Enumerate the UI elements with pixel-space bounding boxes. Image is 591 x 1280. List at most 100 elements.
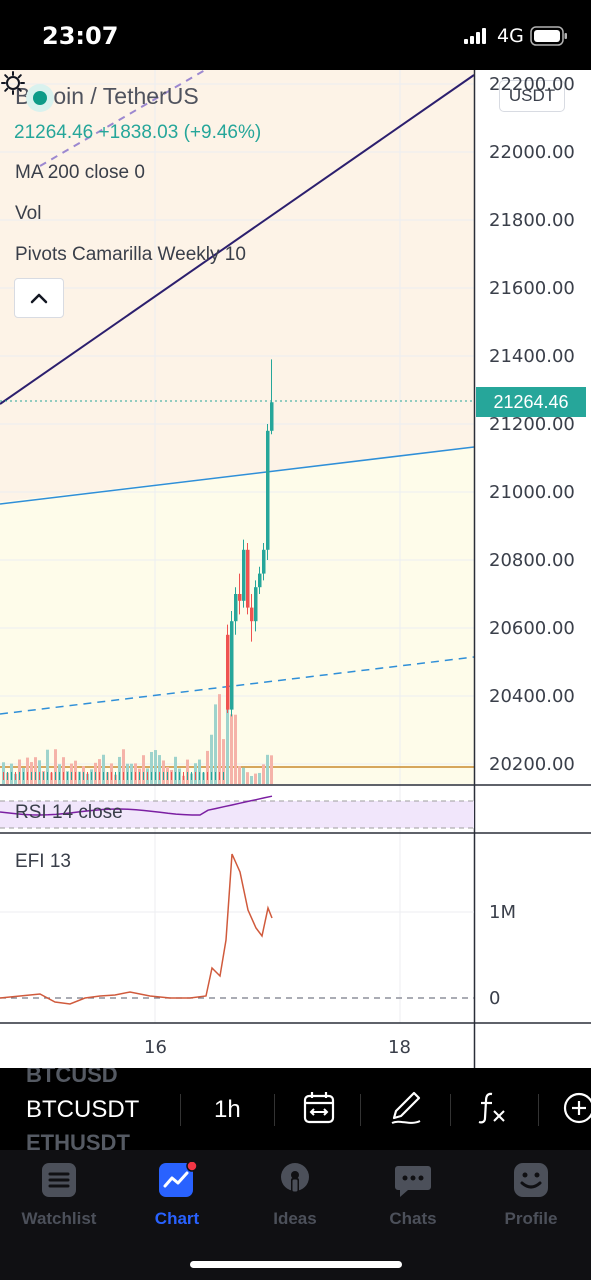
candle-body <box>246 549 250 608</box>
volume-bar <box>218 694 221 784</box>
network-type: 4G <box>497 25 524 47</box>
toolbar-divider <box>538 1094 539 1126</box>
toolbar-divider <box>450 1094 451 1126</box>
volume-bar <box>98 759 101 784</box>
volume-bar <box>270 755 273 784</box>
volume-bar <box>158 755 161 784</box>
candle-body <box>238 594 242 601</box>
current-price-tag: 21264.46 <box>476 387 586 417</box>
volume-bar <box>186 759 189 784</box>
symbol-title[interactable]: Bitcoin / TetherUS <box>15 83 199 112</box>
price-axis-label: 21000.00 <box>489 482 575 503</box>
symbol-picker-prev[interactable]: BTCUSD <box>26 1068 118 1087</box>
volume-bar <box>62 757 65 784</box>
trend-line-solid <box>0 74 475 405</box>
status-time: 23:07 <box>42 22 119 50</box>
time-axis-label: 18 <box>388 1037 411 1058</box>
price-axis-label: 21600.00 <box>489 278 575 299</box>
volume-bar <box>34 757 37 784</box>
symbol-picker[interactable]: BTCUSDT <box>26 1096 140 1123</box>
battery-icon <box>530 26 567 46</box>
indicator-vol[interactable]: Vol <box>15 203 42 224</box>
candle-body <box>258 573 262 588</box>
volume-bar <box>118 756 121 784</box>
tab-chats[interactable]: Chats <box>354 1162 472 1229</box>
candle-body <box>234 594 238 622</box>
fx-indicator-icon[interactable] <box>476 1088 510 1128</box>
rsi-line <box>0 795 273 816</box>
price-change: 21264.46 +1838.03 (+9.46%) <box>14 122 262 143</box>
tab-profile[interactable]: Profile <box>472 1162 590 1229</box>
tab-label: Profile <box>504 1209 558 1228</box>
volume-bar <box>214 704 217 784</box>
volume-bar <box>154 750 157 784</box>
efi-axis-label: 0 <box>489 988 501 1009</box>
rsi-label[interactable]: RSI 14 close <box>15 802 123 823</box>
tab-chart[interactable]: Chart <box>118 1160 236 1229</box>
volume-bar <box>222 739 225 784</box>
price-axis-label: 20800.00 <box>489 550 575 571</box>
volume-bar <box>54 749 57 784</box>
volume-bar <box>122 749 125 784</box>
price-axis-label: 20400.00 <box>489 686 575 707</box>
profile-icon <box>514 1163 548 1197</box>
add-icon[interactable] <box>562 1088 591 1128</box>
volume-bar <box>266 754 269 784</box>
price-axis-label: 21400.00 <box>489 346 575 367</box>
volume-bar <box>210 734 213 784</box>
tab-bar: Watchlist Chart Ideas Chats <box>0 1150 591 1280</box>
currency-button[interactable]: USDT <box>499 80 565 112</box>
volume-bar <box>262 764 265 784</box>
candle-body <box>270 402 274 431</box>
volume-bar <box>46 749 49 784</box>
volume-bar <box>206 750 209 784</box>
calendar-range-icon[interactable] <box>302 1088 338 1128</box>
volume-bar <box>18 759 21 784</box>
candle-body <box>262 549 266 574</box>
candlesticks <box>3 359 274 780</box>
volume-bar <box>250 775 253 784</box>
indicator-pivots[interactable]: Pivots Camarilla Weekly 10 <box>15 244 246 265</box>
toolbar-divider <box>274 1094 275 1126</box>
watchlist-icon <box>42 1163 76 1197</box>
efi-axis-label: 1M <box>489 902 516 923</box>
candle-body <box>254 587 258 622</box>
candle-body <box>226 634 230 710</box>
indicator-ma[interactable]: MA 200 close 0 <box>15 162 145 183</box>
volume-bar <box>242 767 245 784</box>
toolbar-divider <box>180 1094 181 1126</box>
price-chart[interactable] <box>0 70 591 1068</box>
volume-bar <box>234 714 237 784</box>
chart-area[interactable]: Bitcoin / TetherUS 21264.46 +1838.03 (+9… <box>0 70 591 1068</box>
tab-label: Watchlist <box>21 1209 97 1228</box>
tab-label: Ideas <box>273 1209 317 1228</box>
collapse-legend-button[interactable] <box>14 278 64 318</box>
volume-bar <box>230 714 233 784</box>
symbol-picker-next[interactable]: ETHUSDT <box>26 1130 130 1150</box>
pencil-icon[interactable] <box>388 1088 424 1128</box>
price-axis-label: 20600.00 <box>489 618 575 639</box>
settings-gear-icon[interactable] <box>0 70 26 96</box>
tab-label: Chart <box>154 1209 200 1228</box>
tab-watchlist[interactable]: Watchlist <box>0 1162 118 1229</box>
horizontal-grid <box>0 83 474 765</box>
candle-body <box>242 549 246 601</box>
tab-ideas[interactable]: Ideas <box>236 1162 354 1229</box>
efi-label[interactable]: EFI 13 <box>15 851 71 872</box>
price-axis-label: 21800.00 <box>489 210 575 231</box>
price-axis-label: 22200.00 <box>489 74 575 95</box>
volume-bar <box>254 773 257 784</box>
time-axis-label: 16 <box>144 1037 167 1058</box>
trend-line-dashed <box>39 70 206 167</box>
pivot-line-s-dashed <box>0 656 475 715</box>
volume-bar <box>246 772 249 784</box>
interval-button[interactable]: 1h <box>214 1096 241 1123</box>
pivot-zone-upper <box>0 70 474 502</box>
volume-bar <box>226 694 229 784</box>
home-indicator <box>190 1261 402 1268</box>
candle-body <box>250 607 254 622</box>
chats-icon <box>395 1166 431 1197</box>
market-open-icon <box>26 84 54 112</box>
candle-body <box>266 430 270 550</box>
candle-body <box>230 621 234 710</box>
